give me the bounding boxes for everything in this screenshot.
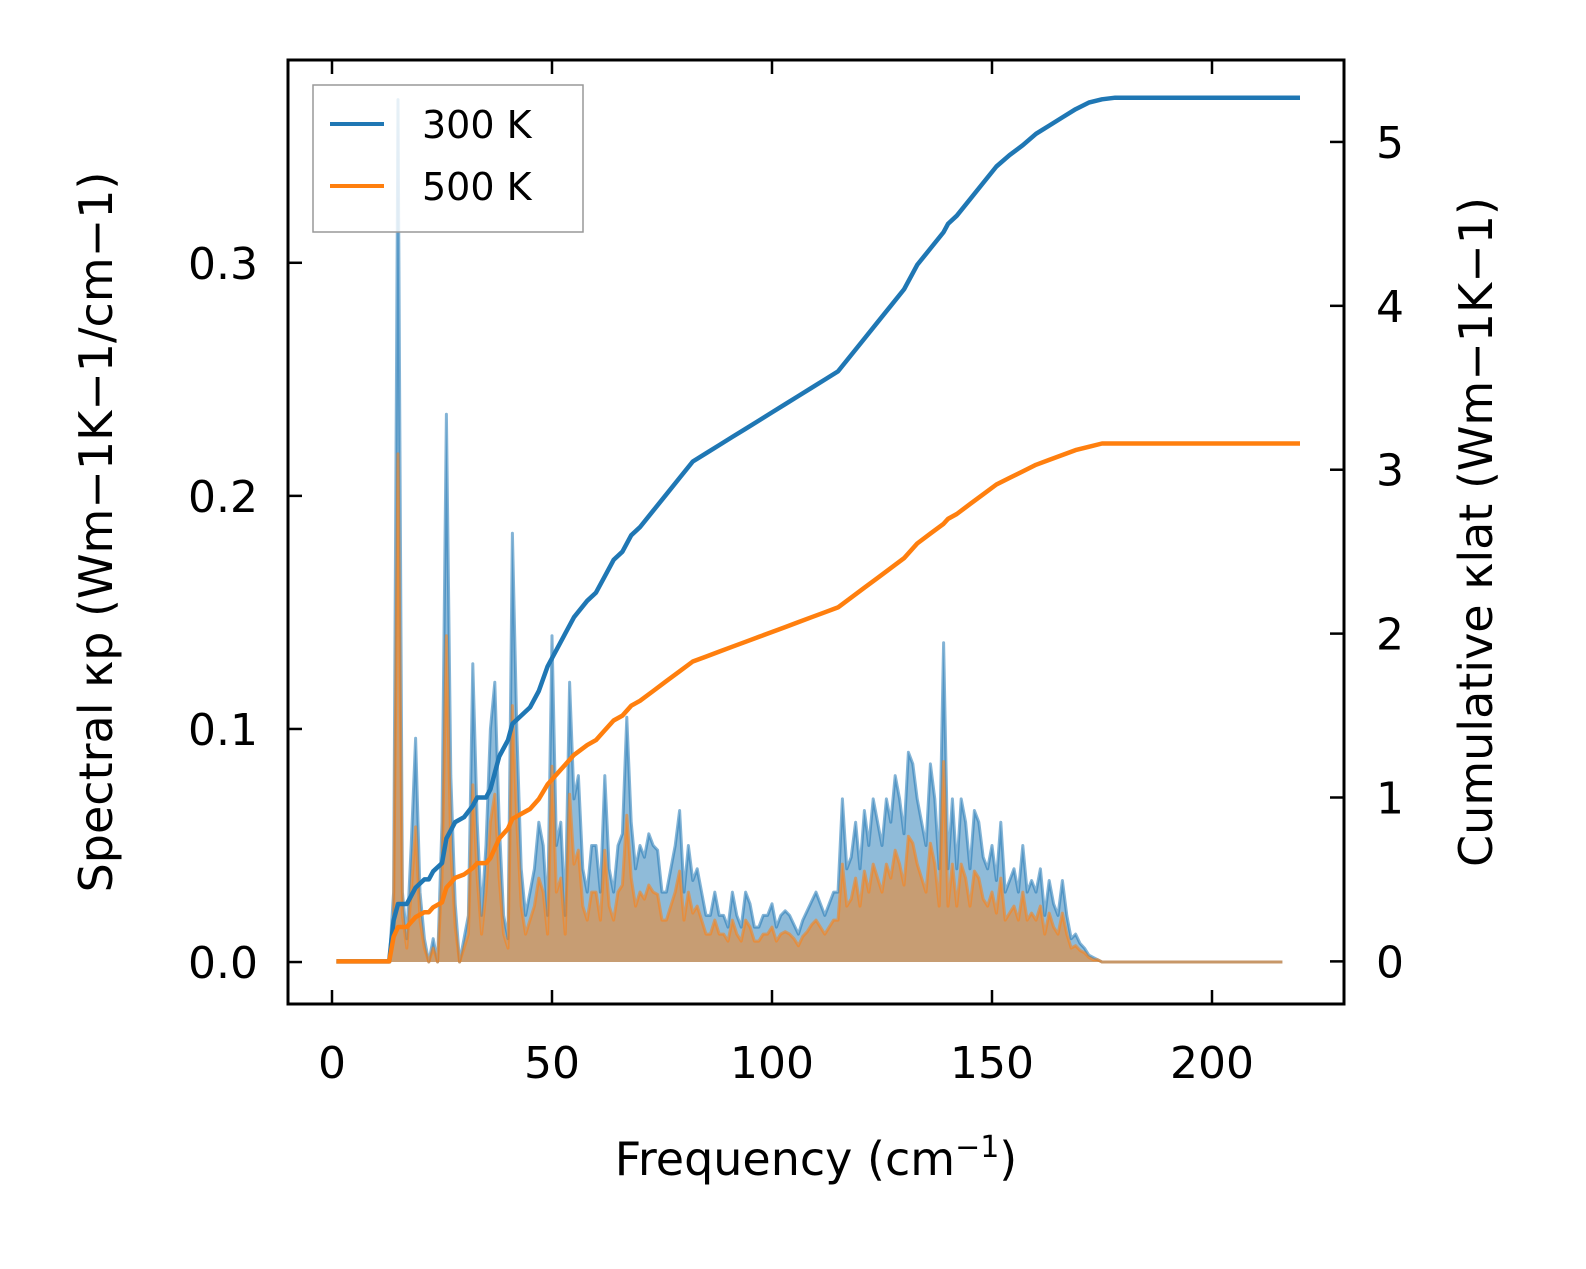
y-left-tick-label: 0.2 [188, 472, 258, 523]
x-tick-label: 50 [524, 1038, 580, 1089]
y-left-tick-label: 0.3 [188, 239, 258, 290]
y-left-axis-label: Spectral κp (Wm−1K−1/cm−1) [69, 172, 123, 893]
spectral-line-500-k [336, 454, 1282, 962]
x-tick-label: 100 [730, 1038, 814, 1089]
y-left-tick-label: 0.0 [188, 938, 258, 989]
y-right-tick-label: 3 [1376, 446, 1404, 497]
y-right-tick-label: 2 [1376, 610, 1404, 661]
y-right-tick-label: 0 [1376, 937, 1404, 988]
legend-label-500k: 500 K [422, 165, 533, 209]
x-tick-label: 200 [1170, 1038, 1254, 1089]
x-axis-label: Frequency (cm−1) [615, 1130, 1018, 1186]
x-tick-label: 150 [950, 1038, 1034, 1089]
x-tick-label: 0 [318, 1038, 346, 1089]
legend-label-300k: 300 K [422, 103, 533, 147]
y-right-tick-label: 1 [1376, 774, 1404, 825]
y-left-tick-label: 0.1 [188, 705, 258, 756]
legend: 300 K 500 K [313, 85, 583, 232]
y-right-tick-label: 5 [1376, 118, 1404, 169]
y-right-tick-label: 4 [1376, 282, 1404, 333]
y-right-axis-label: Cumulative κlat (Wm−1K−1) [1449, 197, 1503, 867]
